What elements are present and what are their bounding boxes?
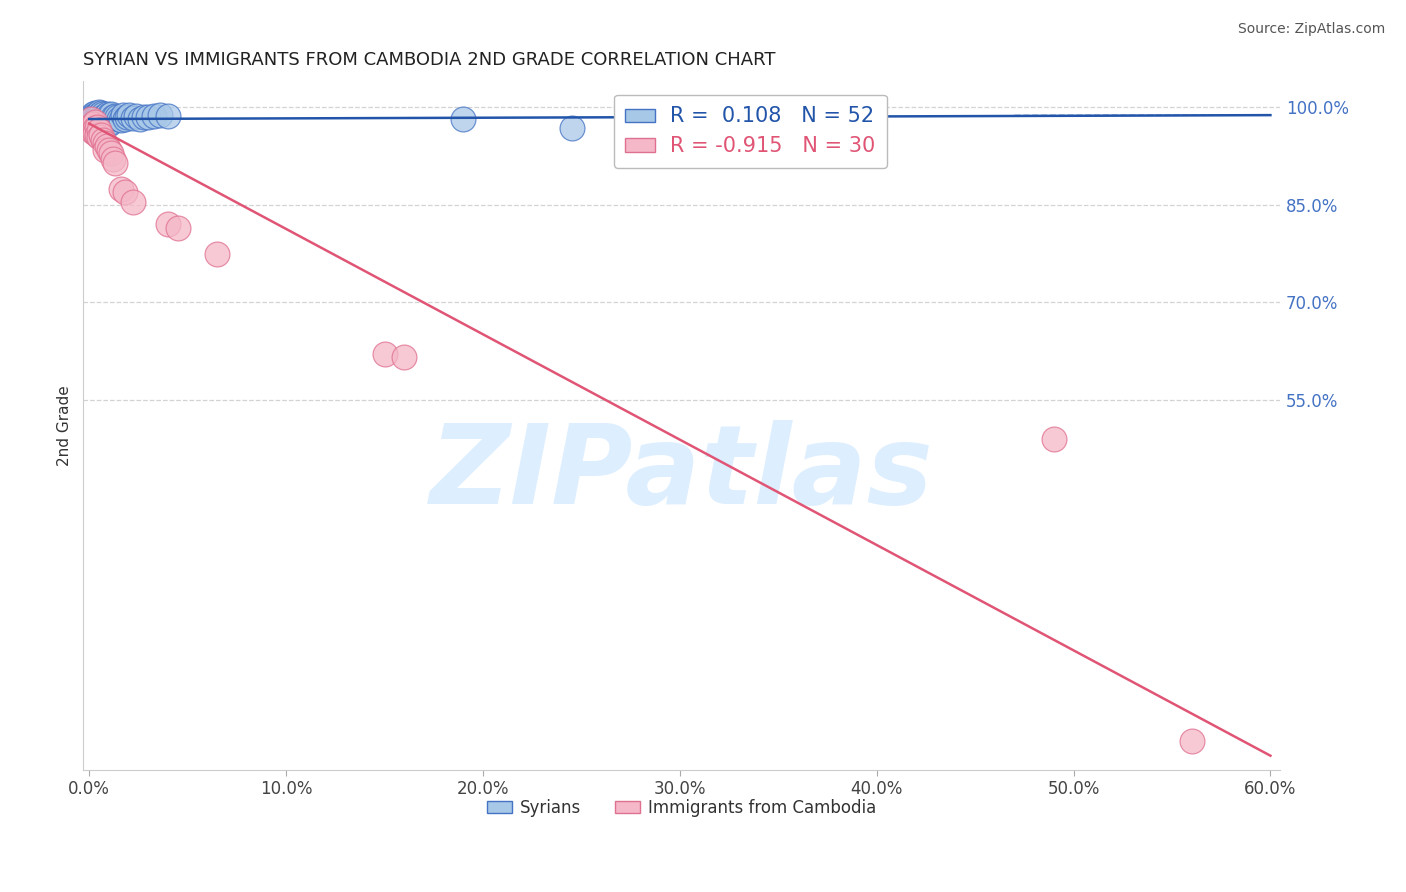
Point [94,136,117,150]
Point [84,108,107,122]
Point [96,139,118,153]
Point [101,153,124,167]
Point [86,114,108,128]
Legend: Syrians, Immigrants from Cambodia: Syrians, Immigrants from Cambodia [481,792,883,823]
Point [97,143,120,157]
Point [86,107,108,121]
Point [110,113,132,128]
Point [392,351,415,365]
Point [117,108,139,122]
Point [84,114,107,128]
Point [156,109,179,123]
Text: Source: ZipAtlas.com: Source: ZipAtlas.com [1237,22,1385,37]
Point [90,106,112,120]
Point [84,105,107,120]
Point [91,110,114,124]
Point [166,220,188,235]
Point [80,120,103,134]
Point [84,123,107,137]
Point [94,117,117,131]
Point [82,125,104,139]
Point [156,217,179,231]
Point [114,185,136,199]
Point [87,108,110,122]
Point [80,110,103,124]
Text: ZIPatlas: ZIPatlas [430,420,934,527]
Point [115,110,138,124]
Point [104,155,127,169]
Point [86,128,108,142]
Point [104,109,127,123]
Point [451,112,474,126]
Point [97,117,120,131]
Point [82,117,104,131]
Point [101,110,124,124]
Point [86,119,108,133]
Point [84,121,107,136]
Point [136,110,159,124]
Point [84,112,107,126]
Point [134,110,156,124]
Point [97,108,120,122]
Point [114,112,136,126]
Point [105,110,128,124]
Point [111,108,134,122]
Point [82,110,104,124]
Point [143,109,166,123]
Point [121,111,143,125]
Point [91,133,114,147]
Point [87,117,110,131]
Point [87,104,110,119]
Point [373,347,395,361]
Point [96,107,118,121]
Point [110,181,132,195]
Point [100,114,122,128]
Point [1181,733,1204,747]
Point [80,112,103,126]
Point [1043,432,1066,446]
Point [87,129,110,144]
Point [82,117,104,131]
Point [84,126,107,140]
Text: SYRIAN VS IMMIGRANTS FROM CAMBODIA 2ND GRADE CORRELATION CHART: SYRIAN VS IMMIGRANTS FROM CAMBODIA 2ND G… [83,51,776,69]
Point [91,107,114,121]
Point [205,246,228,260]
Point [107,112,129,126]
Point [100,107,122,121]
Point [87,123,110,137]
Point [94,110,117,124]
Point [87,111,110,125]
Point [94,143,117,157]
Point [560,121,582,136]
Point [87,123,110,137]
Point [91,119,114,133]
Point [90,120,112,134]
Point [129,112,152,126]
Point [82,107,104,121]
Point [84,117,107,131]
Point [86,120,108,134]
Y-axis label: 2nd Grade: 2nd Grade [58,385,72,466]
Point [80,119,103,133]
Point [149,108,172,122]
Point [86,110,108,124]
Point [125,109,148,123]
Point [100,145,122,160]
Point [82,121,104,136]
Point [96,114,118,128]
Point [121,194,143,209]
Point [90,128,112,142]
